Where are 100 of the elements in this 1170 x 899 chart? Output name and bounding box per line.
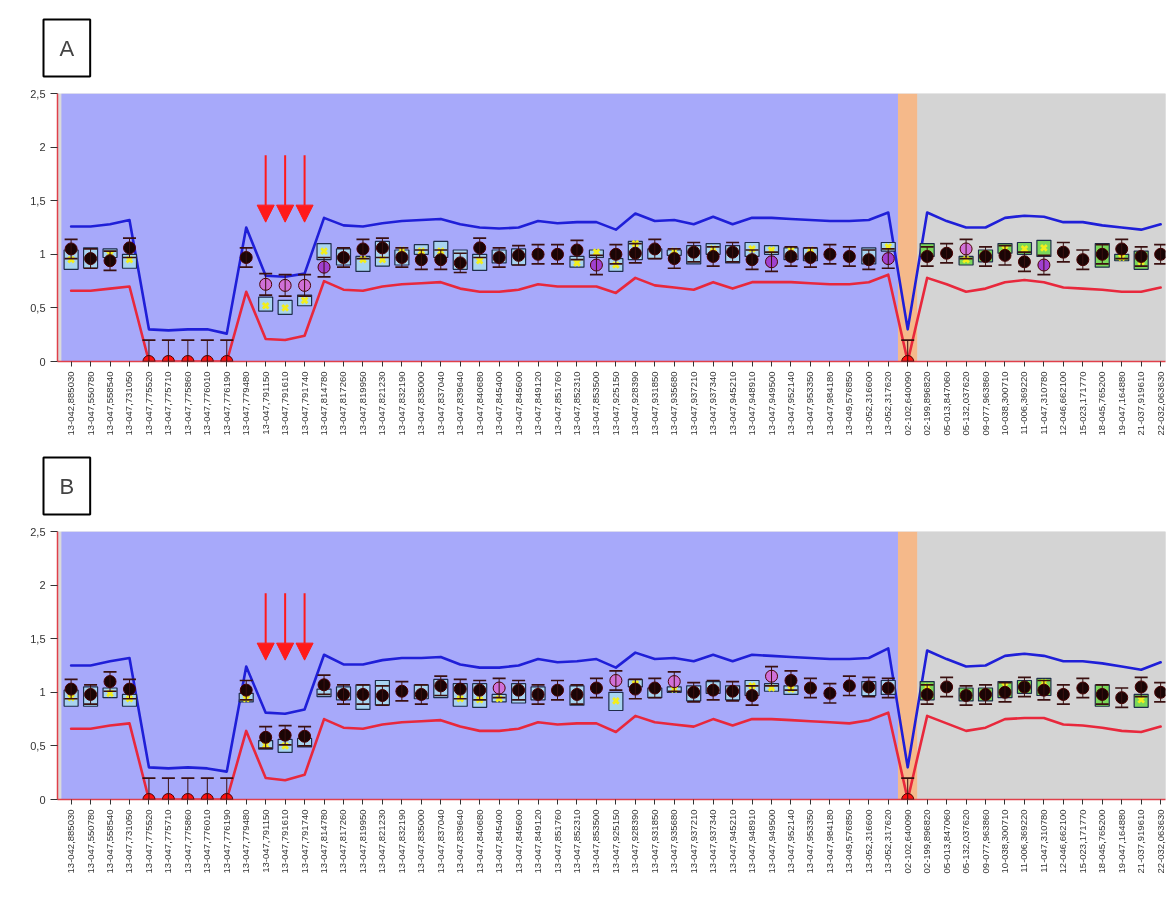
x-tick-label: 21-037,919610 bbox=[1135, 371, 1147, 436]
y-tick-label: 1 bbox=[39, 686, 46, 699]
x-tick-label: 18-045,765200 bbox=[1096, 809, 1108, 874]
x-tick-label: 13-047,853500 bbox=[590, 809, 602, 874]
x-tick-label: 13-047,819950 bbox=[356, 371, 368, 436]
x-tick-label: 13-049,576850 bbox=[843, 371, 855, 436]
y-tick-label: 1 bbox=[39, 248, 46, 261]
x-tick-label: 13-047,776190 bbox=[220, 809, 232, 874]
x-tick-label: 13-047,945210 bbox=[726, 371, 738, 436]
x-tick-label: 13-047,840680 bbox=[473, 809, 485, 874]
x-tick-label: 13-047,775710 bbox=[162, 371, 174, 436]
x-tick-label: 13-047,935680 bbox=[668, 809, 680, 874]
y-tick-label: 2 bbox=[39, 579, 46, 592]
x-tick-label: 13-047,949500 bbox=[765, 371, 777, 436]
x-tick-label: 13-047,776010 bbox=[201, 371, 213, 436]
x-tick-label: 12-046,662100 bbox=[1057, 371, 1069, 436]
x-tick-label: 13-047,840680 bbox=[473, 371, 485, 436]
x-tick-label: 13-047,837040 bbox=[434, 371, 446, 436]
x-tick-label: 13-047,849120 bbox=[532, 371, 544, 436]
x-tick-label: 13-047,832190 bbox=[395, 809, 407, 874]
x-tick-label: 05-132,037620 bbox=[960, 809, 972, 874]
x-tick-label: 13-047,791610 bbox=[279, 371, 291, 436]
x-tick-label: 13-047,845600 bbox=[512, 371, 524, 436]
y-tick-label: 0 bbox=[39, 355, 46, 368]
x-tick-label: 19-047,164880 bbox=[1115, 371, 1127, 436]
y-tick-label: 0 bbox=[39, 793, 46, 806]
x-tick-label: 22-032,063630 bbox=[1154, 371, 1166, 436]
x-tick-label: 13-047,849120 bbox=[532, 809, 544, 874]
x-tick-label: 13-047,851760 bbox=[551, 371, 563, 436]
y-tick-label: 0,5 bbox=[30, 739, 46, 752]
x-tick-label: 13-047,845400 bbox=[493, 809, 505, 874]
x-tick-label: 11-006,369220 bbox=[1018, 809, 1030, 873]
x-tick-label: 13-047,776010 bbox=[201, 809, 213, 874]
x-tick-label: 19-047,164880 bbox=[1115, 809, 1127, 874]
x-tick-label: 13-047,845400 bbox=[493, 371, 505, 436]
x-tick-label: 13-047,931850 bbox=[648, 809, 660, 874]
x-tick-label: 13-047,948910 bbox=[746, 809, 758, 874]
y-tick-label: 2,5 bbox=[30, 87, 46, 100]
x-tick-label: 02-199,896820 bbox=[921, 371, 933, 436]
x-tick-label: 13-047,817260 bbox=[337, 809, 349, 874]
x-tick-label: 02-199,896820 bbox=[921, 809, 933, 874]
x-tick-label: 02-102,640090 bbox=[901, 371, 913, 436]
x-tick-label: 13-047,791150 bbox=[259, 809, 271, 873]
x-tick-label: 15-023,171770 bbox=[1076, 371, 1088, 436]
x-tick-label: 13-047,937210 bbox=[687, 371, 699, 436]
x-tick-label: 13-047,775860 bbox=[181, 371, 193, 436]
x-tick-label: 13-047,821230 bbox=[376, 371, 388, 436]
x-tick-label: 10-038,300710 bbox=[998, 371, 1010, 436]
x-tick-label: 13-047,839640 bbox=[454, 809, 466, 874]
x-tick-label: 22-032,063630 bbox=[1154, 809, 1166, 874]
x-tick-label: 13-047,791740 bbox=[298, 809, 310, 874]
x-tick-label: 13-047,776190 bbox=[220, 371, 232, 436]
x-tick-label: 13-047,925150 bbox=[609, 809, 621, 874]
x-tick-label: 13-047,937210 bbox=[687, 809, 699, 874]
x-tick-label: 09-077,963860 bbox=[979, 809, 991, 874]
x-tick-label: 13-047,984180 bbox=[823, 809, 835, 874]
x-tick-label: 13-047,832190 bbox=[395, 371, 407, 436]
x-tick-label: 13-047,984180 bbox=[823, 371, 835, 436]
x-tick-label: 12-046,662100 bbox=[1057, 809, 1069, 874]
x-tick-label: 13-047,949500 bbox=[765, 809, 777, 874]
x-tick-label: 13-047,775520 bbox=[142, 809, 154, 874]
x-tick-label: 13-047,779480 bbox=[240, 809, 252, 874]
y-tick-label: 2 bbox=[39, 141, 46, 154]
x-tick-label: 13-047,928390 bbox=[629, 371, 641, 436]
x-tick-label: 13-047,731050 bbox=[123, 809, 135, 874]
x-tick-label: 13-047,953350 bbox=[804, 809, 816, 874]
x-tick-label: 13-047,791740 bbox=[298, 371, 310, 436]
x-tick-label: 13-047,945210 bbox=[726, 809, 738, 874]
x-tick-label: 13-047,937340 bbox=[707, 371, 719, 436]
x-tick-label: 05-013,847060 bbox=[940, 809, 952, 874]
x-tick-label: 13-047,779480 bbox=[240, 371, 252, 436]
x-tick-label: 13-047,814780 bbox=[318, 371, 330, 436]
y-tick-label: 1,5 bbox=[30, 632, 46, 645]
x-tick-label: 13-052,317620 bbox=[882, 371, 894, 436]
x-tick-label: 13-047,852310 bbox=[570, 371, 582, 436]
x-tick-label: 13-047,791150 bbox=[259, 371, 271, 435]
x-tick-label: 13-047,953350 bbox=[804, 371, 816, 436]
x-tick-label: 13-047,928390 bbox=[629, 809, 641, 874]
chart-title: B bbox=[59, 473, 75, 499]
x-tick-label: 13-052,316600 bbox=[862, 371, 874, 436]
y-tick-label: 0,5 bbox=[30, 301, 46, 314]
x-tick-label: 05-013,847060 bbox=[940, 371, 952, 436]
x-tick-label: 13-047,791610 bbox=[279, 809, 291, 874]
x-tick-label: 21-037,919610 bbox=[1135, 809, 1147, 874]
x-tick-label: 13-047,952140 bbox=[784, 371, 796, 436]
x-tick-label: 13-047,558540 bbox=[104, 809, 116, 874]
x-tick-label: 13-047,835000 bbox=[415, 809, 427, 874]
x-tick-label: 13-047,948910 bbox=[746, 371, 758, 436]
y-tick-label: 2,5 bbox=[30, 525, 46, 538]
x-tick-label: 11-047,310780 bbox=[1037, 809, 1049, 873]
x-tick-label: 13-047,821230 bbox=[376, 809, 388, 874]
x-tick-label: 11-006,369220 bbox=[1018, 371, 1030, 435]
x-tick-label: 13-047,775710 bbox=[162, 809, 174, 874]
x-tick-label: 13-042,885030 bbox=[65, 809, 77, 874]
x-tick-label: 13-047,835000 bbox=[415, 371, 427, 436]
x-tick-label: 13-047,937340 bbox=[707, 809, 719, 874]
x-tick-label: 13-047,814780 bbox=[318, 809, 330, 874]
x-tick-label: 13-047,817260 bbox=[337, 371, 349, 436]
x-tick-label: 13-047,550780 bbox=[84, 371, 96, 436]
x-tick-label: 13-047,925150 bbox=[609, 371, 621, 436]
